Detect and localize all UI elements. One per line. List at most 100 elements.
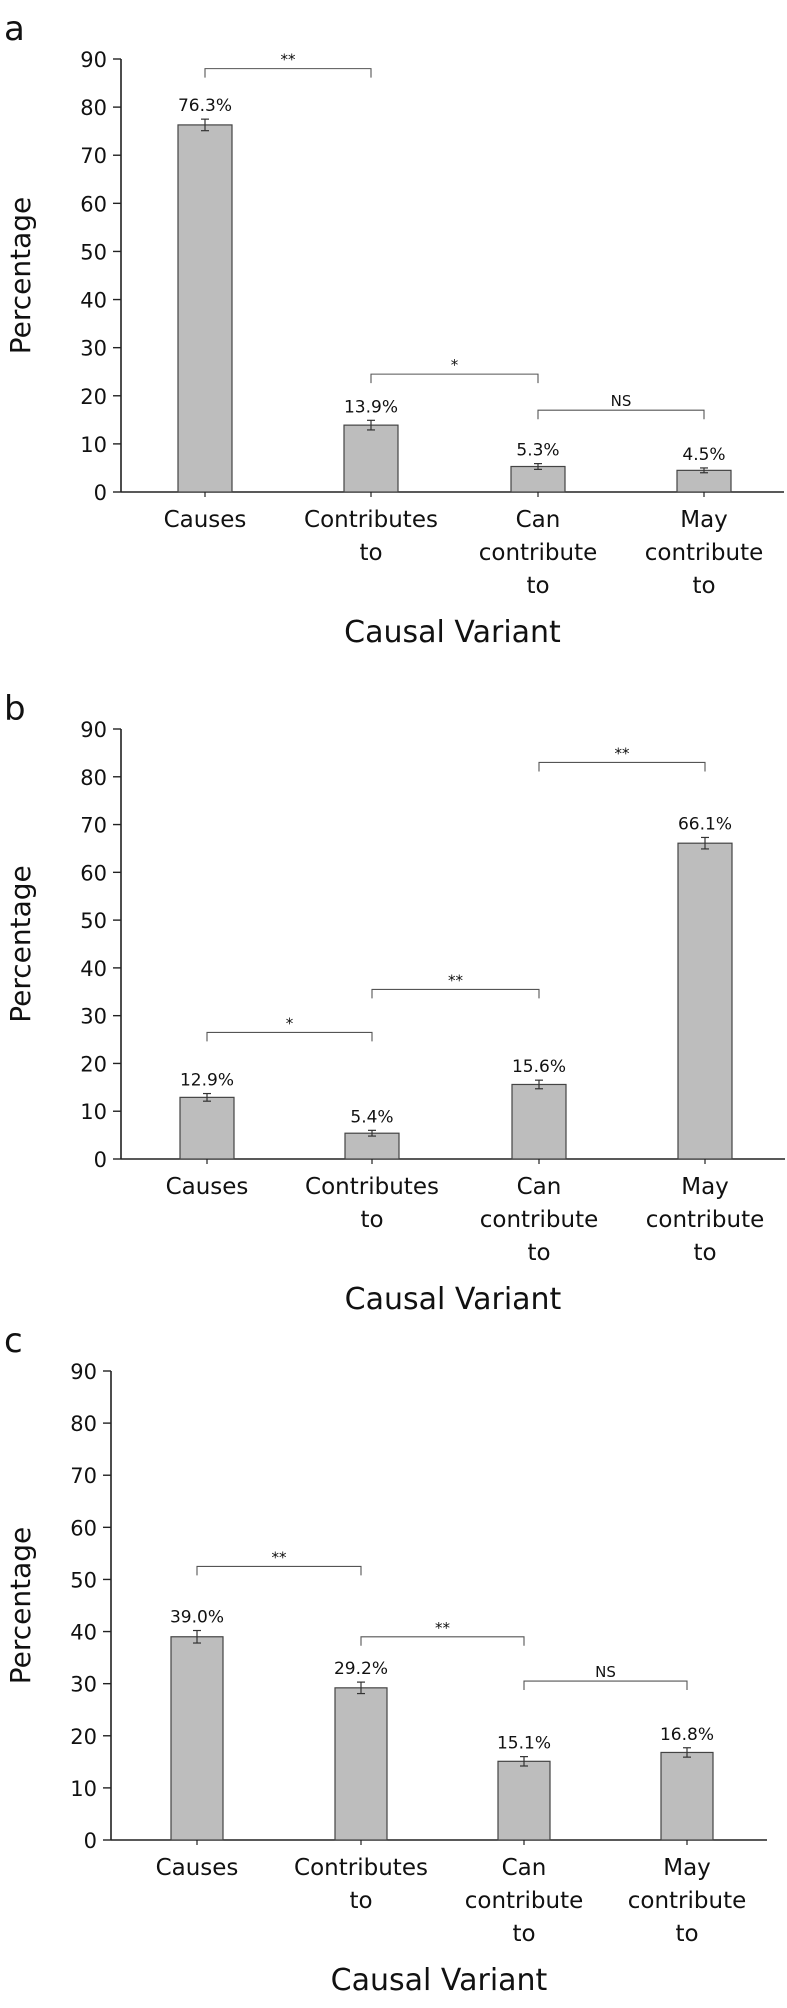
y-tick-label: 30 [80, 1005, 107, 1029]
category-label: contribute [480, 1207, 599, 1233]
y-tick-label: 80 [80, 96, 107, 120]
significance-label: NS [611, 392, 632, 410]
y-tick-label: 0 [84, 1829, 97, 1853]
category-label: to [693, 1240, 716, 1266]
y-tick-label: 90 [70, 1360, 97, 1384]
bar-value-label: 4.5% [682, 445, 725, 465]
significance-bracket [370, 373, 539, 384]
y-tick-label: 50 [80, 240, 107, 264]
category-label: Can [502, 1855, 547, 1881]
y-tick-label: 50 [80, 909, 107, 933]
y-tick-label: 90 [80, 718, 107, 742]
bar-value-label: 15.1% [497, 1734, 551, 1754]
bar [510, 465, 566, 493]
category-label: May [681, 1174, 729, 1200]
bar [677, 842, 733, 1160]
y-tick-label: 90 [80, 48, 107, 72]
significance-bracket [360, 1636, 525, 1646]
bar-value-label: 29.2% [334, 1659, 388, 1679]
bar [344, 1132, 400, 1160]
significance-label: ** [615, 744, 631, 762]
chart-panel-c: c 0 10 20 30 40 50 60 70 80 90 Percentage 39.0% Cause… [4, 1321, 767, 1998]
y-tick-label: 30 [80, 337, 107, 361]
category-label: Can [517, 1174, 562, 1200]
category-label: Causes [164, 507, 247, 533]
x-axis-title: Causal Variant [345, 1282, 562, 1317]
category-label: Causes [166, 1174, 249, 1200]
category-label: contribute [465, 1888, 584, 1914]
significance-label: * [451, 356, 459, 374]
bar [177, 124, 233, 493]
bar [511, 1083, 567, 1160]
bar-value-label: 39.0% [170, 1608, 224, 1628]
y-tick-label: 80 [70, 1412, 97, 1436]
y-tick-label: 60 [70, 1516, 97, 1540]
category-label: contribute [479, 540, 598, 566]
significance-label: ** [272, 1548, 288, 1566]
significance-label: ** [435, 1619, 451, 1637]
significance-label: NS [595, 1663, 616, 1681]
bar-value-label: 76.3% [178, 96, 232, 116]
y-tick-label: 80 [80, 766, 107, 790]
y-tick-label: 20 [70, 1725, 97, 1749]
bar [497, 1760, 551, 1841]
y-tick-label: 40 [70, 1621, 97, 1645]
category-label: Contributes [304, 507, 438, 533]
category-label: contribute [646, 1207, 765, 1233]
y-tick-label: 70 [70, 1464, 97, 1488]
bar-value-label: 5.4% [350, 1107, 393, 1127]
category-label: Can [516, 507, 561, 533]
y-tick-label: 70 [80, 144, 107, 168]
x-axis-title: Causal Variant [344, 615, 561, 650]
category-label: to [349, 1888, 372, 1914]
bar-value-label: 5.3% [516, 441, 559, 461]
y-tick-label: 0 [94, 481, 107, 505]
y-axis-title: Percentage [4, 1527, 37, 1685]
category-label: Contributes [305, 1174, 439, 1200]
y-axis-title: Percentage [4, 197, 37, 355]
significance-bracket [206, 1031, 373, 1042]
category-label: to [527, 1240, 550, 1266]
y-tick-label: 40 [80, 289, 107, 313]
category-label: Contributes [294, 1855, 428, 1881]
bar-value-label: 12.9% [180, 1071, 234, 1091]
category-label: contribute [645, 540, 764, 566]
significance-bracket [196, 1565, 362, 1576]
bar [660, 1751, 714, 1841]
significance-bracket [523, 1680, 688, 1691]
bar-value-label: 16.8% [660, 1725, 714, 1745]
bar-value-label: 66.1% [678, 814, 732, 834]
y-tick-label: 30 [70, 1673, 97, 1697]
bar [170, 1636, 224, 1841]
bar-value-label: 13.9% [344, 397, 398, 417]
y-tick-label: 0 [94, 1148, 107, 1172]
y-tick-label: 60 [80, 861, 107, 885]
category-label: to [360, 1207, 383, 1233]
category-label: to [675, 1921, 698, 1947]
y-tick-label: 40 [80, 957, 107, 981]
panel-label: b [4, 689, 26, 729]
y-tick-label: 60 [80, 192, 107, 216]
significance-bracket [537, 409, 705, 420]
y-tick-label: 10 [80, 1100, 107, 1124]
y-tick-label: 10 [80, 433, 107, 457]
y-tick-label: 70 [80, 814, 107, 838]
bar [676, 469, 732, 493]
category-label: to [692, 573, 715, 599]
category-label: to [526, 573, 549, 599]
category-label: May [663, 1855, 711, 1881]
significance-label: * [286, 1014, 294, 1032]
significance-label: ** [448, 971, 464, 989]
chart-panel-b: b 0 10 20 30 40 50 60 70 80 90 Percentage 12.9% Cause… [4, 689, 785, 1317]
category-label: to [512, 1921, 535, 1947]
significance-bracket [204, 68, 372, 78]
significance-label: ** [281, 51, 297, 69]
y-tick-label: 20 [80, 385, 107, 409]
bar [334, 1687, 388, 1841]
significance-bracket [371, 988, 540, 999]
category-label: contribute [628, 1888, 747, 1914]
x-axis-title: Causal Variant [331, 1963, 548, 1998]
y-tick-label: 20 [80, 1052, 107, 1076]
panel-label: a [4, 9, 25, 49]
